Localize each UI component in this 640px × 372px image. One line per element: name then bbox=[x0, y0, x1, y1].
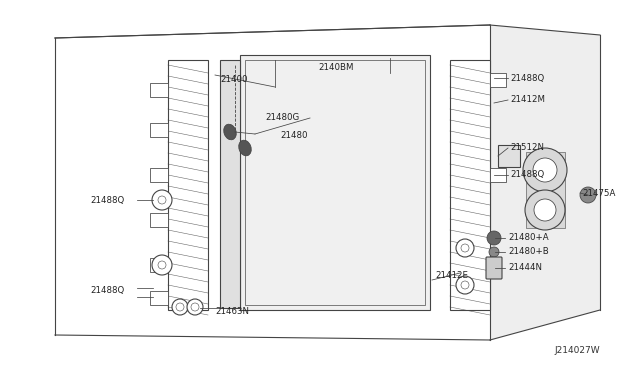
Text: 21480G: 21480G bbox=[265, 113, 300, 122]
Text: 21412M: 21412M bbox=[510, 96, 545, 105]
Text: 21488Q: 21488Q bbox=[90, 285, 124, 295]
Polygon shape bbox=[150, 83, 168, 97]
Text: 2140BM: 2140BM bbox=[318, 64, 353, 73]
Polygon shape bbox=[450, 60, 490, 310]
Text: 21480+A: 21480+A bbox=[508, 234, 548, 243]
Circle shape bbox=[533, 158, 557, 182]
Circle shape bbox=[580, 187, 596, 203]
Text: 21400: 21400 bbox=[220, 76, 248, 84]
Circle shape bbox=[176, 303, 184, 311]
Text: 21412E: 21412E bbox=[435, 270, 468, 279]
Circle shape bbox=[461, 281, 469, 289]
Circle shape bbox=[461, 244, 469, 252]
Text: 21512N: 21512N bbox=[510, 144, 544, 153]
Text: 21463N: 21463N bbox=[215, 308, 249, 317]
Circle shape bbox=[187, 299, 203, 315]
Text: J214027W: J214027W bbox=[554, 346, 600, 355]
Circle shape bbox=[152, 255, 172, 275]
Polygon shape bbox=[220, 60, 240, 308]
Circle shape bbox=[158, 196, 166, 204]
Circle shape bbox=[172, 299, 188, 315]
Ellipse shape bbox=[239, 140, 252, 156]
Circle shape bbox=[456, 276, 474, 294]
Polygon shape bbox=[490, 168, 506, 182]
Polygon shape bbox=[150, 291, 168, 305]
Polygon shape bbox=[498, 145, 520, 167]
Text: 21488Q: 21488Q bbox=[510, 74, 544, 83]
Polygon shape bbox=[150, 213, 168, 227]
Circle shape bbox=[152, 190, 172, 210]
Circle shape bbox=[523, 148, 567, 192]
Polygon shape bbox=[490, 73, 506, 87]
Polygon shape bbox=[490, 25, 600, 340]
Circle shape bbox=[158, 261, 166, 269]
Polygon shape bbox=[150, 258, 168, 272]
Circle shape bbox=[489, 247, 499, 257]
FancyBboxPatch shape bbox=[486, 257, 502, 279]
Text: 21475A: 21475A bbox=[582, 189, 616, 198]
Circle shape bbox=[191, 303, 199, 311]
Text: 21444N: 21444N bbox=[508, 263, 542, 273]
Circle shape bbox=[534, 199, 556, 221]
Polygon shape bbox=[150, 123, 168, 137]
Ellipse shape bbox=[224, 124, 236, 140]
Text: 21480+B: 21480+B bbox=[508, 247, 548, 257]
Polygon shape bbox=[240, 55, 430, 310]
Polygon shape bbox=[150, 168, 168, 182]
Text: 21480: 21480 bbox=[280, 131, 307, 140]
Polygon shape bbox=[168, 60, 208, 310]
Polygon shape bbox=[55, 25, 490, 340]
Circle shape bbox=[487, 231, 501, 245]
Circle shape bbox=[525, 190, 565, 230]
Text: 21488Q: 21488Q bbox=[90, 196, 124, 205]
Circle shape bbox=[456, 239, 474, 257]
Text: 21488Q: 21488Q bbox=[510, 170, 544, 180]
Polygon shape bbox=[526, 152, 565, 228]
